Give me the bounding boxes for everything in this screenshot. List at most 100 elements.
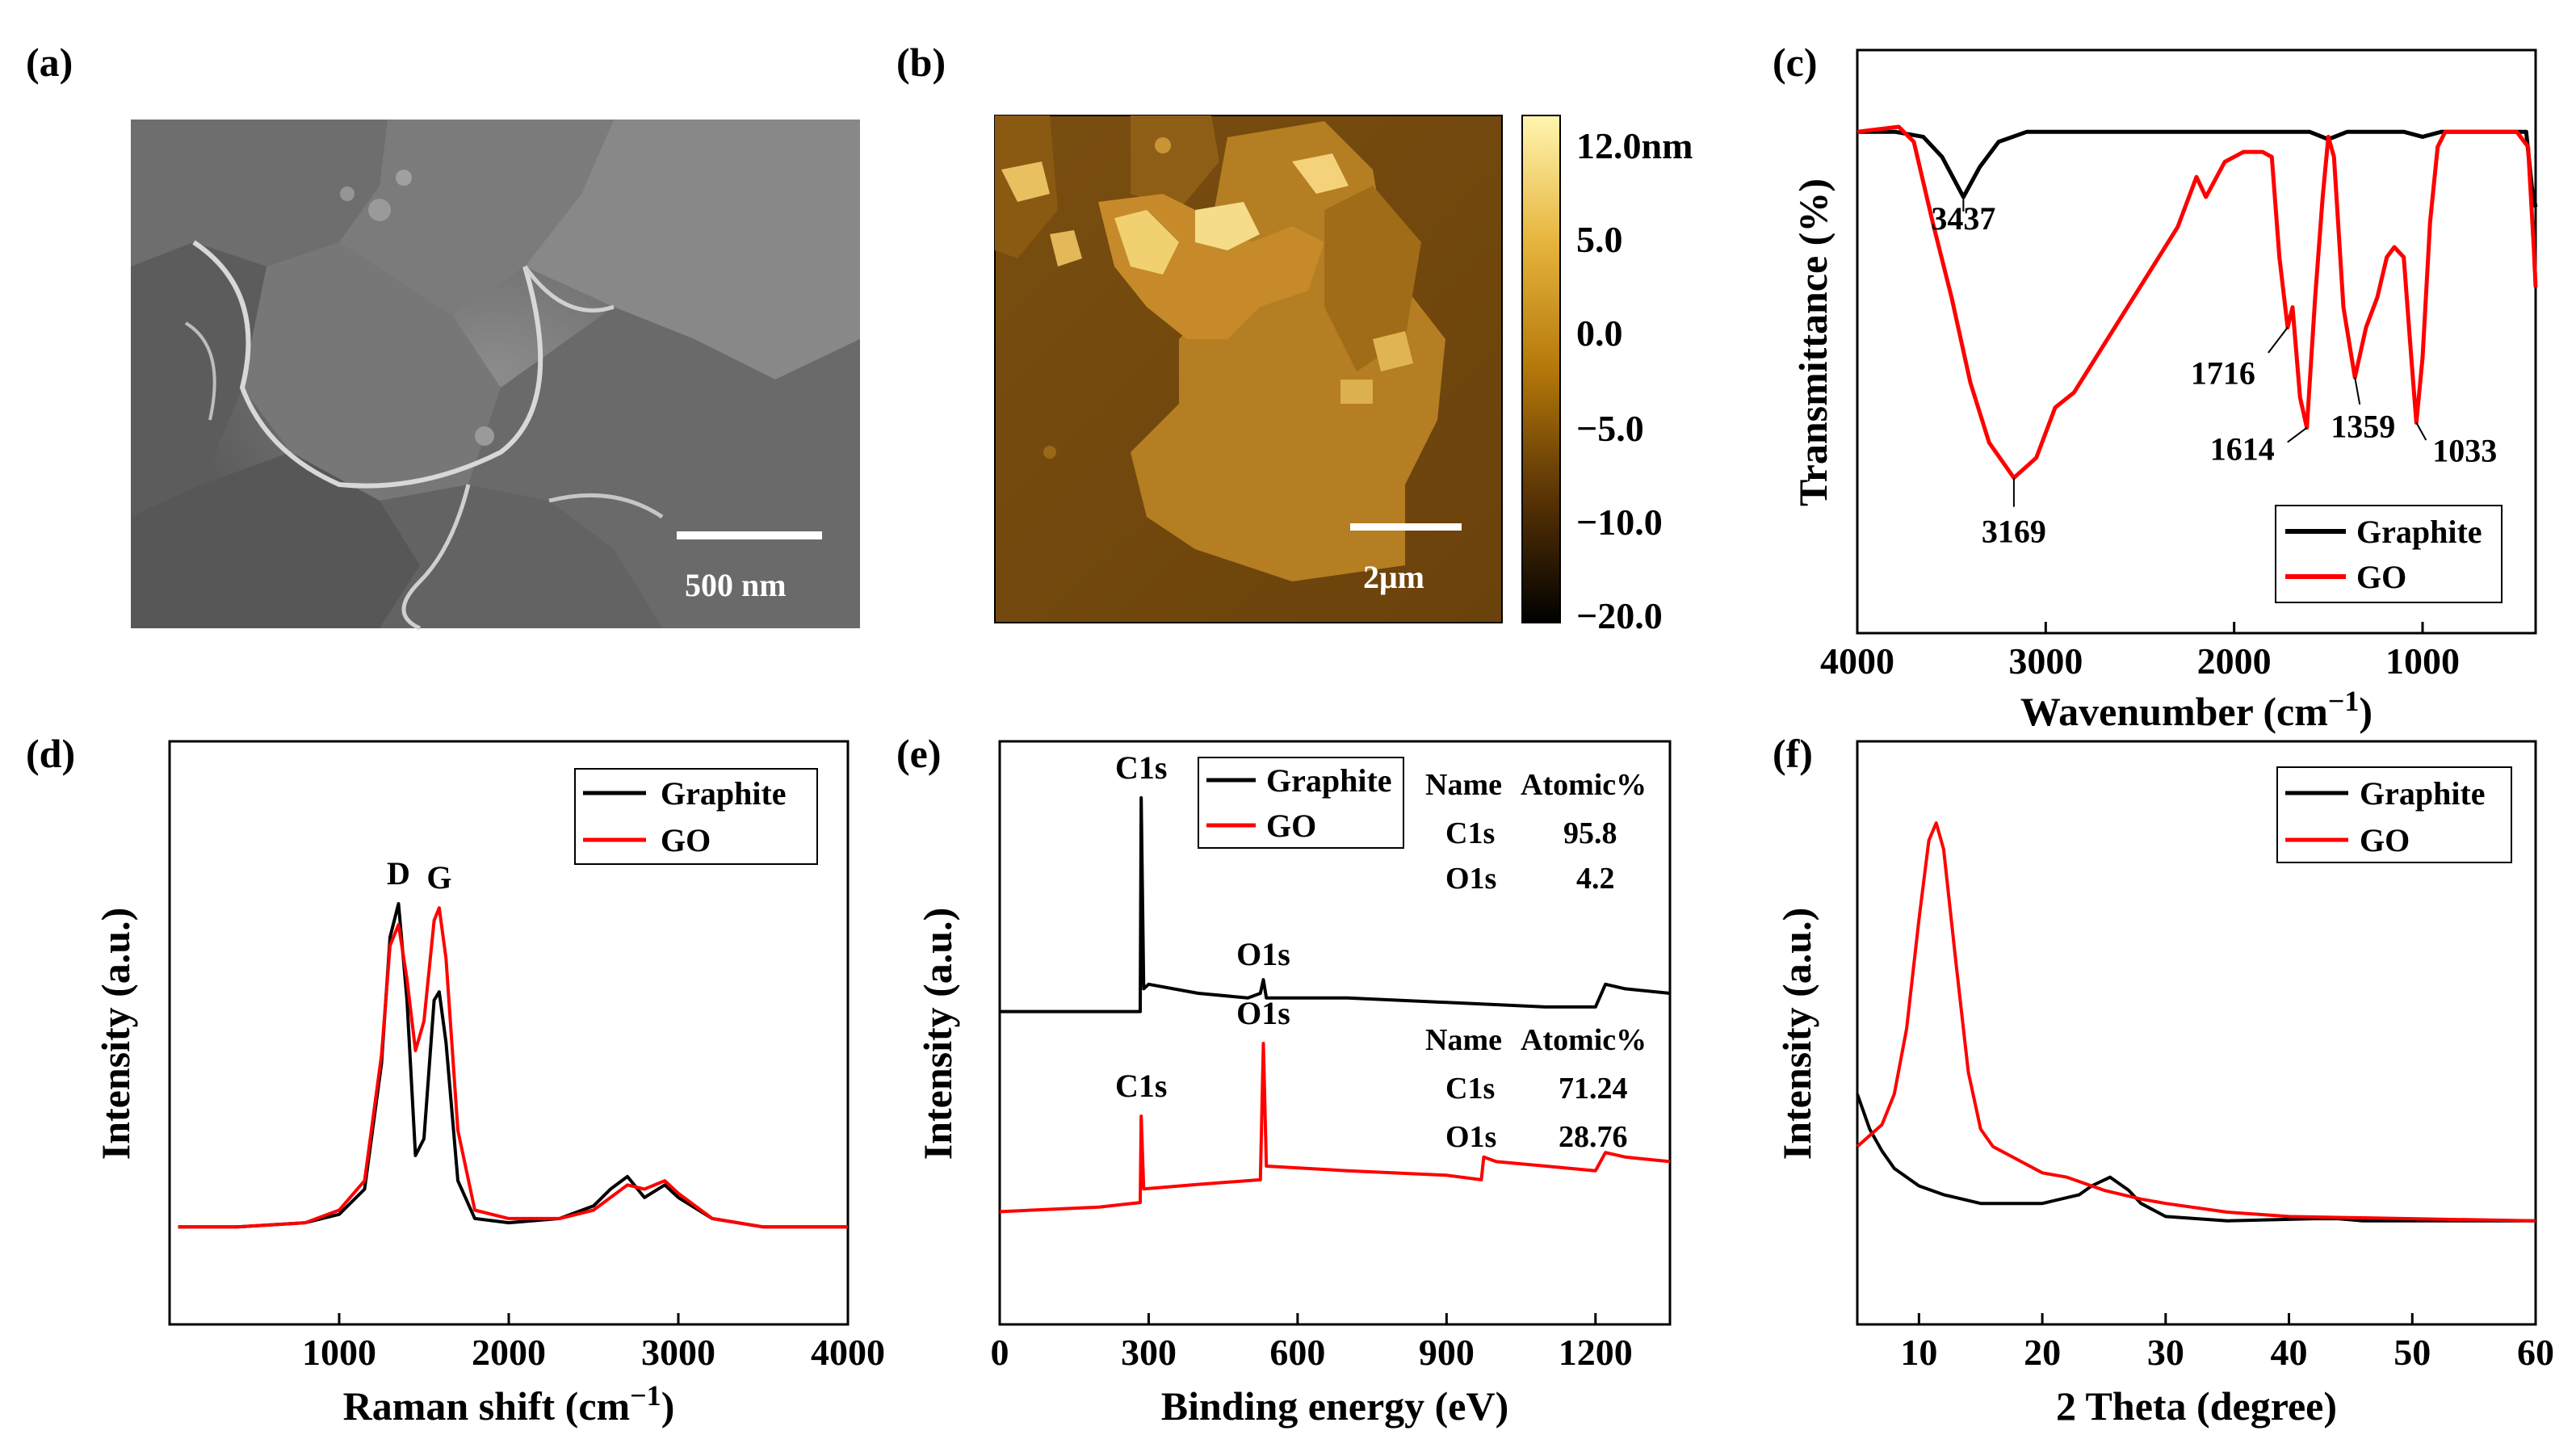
annotation-c-2: 1716 [2191, 355, 2255, 391]
colorbar-tick-12: 12.0nm [1576, 125, 1693, 166]
x-axis-label-d-sup: −1 [630, 1379, 661, 1412]
panel-c: (c) 4000 3000 2000 1000 3437 3169 1716 1614 135… [1773, 40, 2538, 734]
legend-e-graphite: Graphite [1266, 762, 1392, 799]
x-tick-label-d-3000: 3000 [641, 1332, 715, 1373]
legend-c-go: GO [2356, 559, 2406, 595]
x-tick-label-f-20: 20 [2024, 1332, 2061, 1373]
legend-f-go: GO [2360, 822, 2410, 858]
table-go-o1s-name: O1s [1445, 1120, 1496, 1154]
x-tick-label-e-300: 300 [1121, 1332, 1177, 1373]
scale-bar-b [1350, 523, 1462, 531]
series-line-f-graphite [1856, 1093, 2536, 1223]
legend-c: Graphite GO [2275, 505, 2503, 603]
panel-label-d: (d) [26, 731, 75, 776]
table-go-header-atomic: Atomic% [1521, 1023, 1647, 1057]
table-graphite-c1s-value: 95.8 [1563, 816, 1617, 850]
sem-image [131, 120, 860, 631]
annotation-e-0: C1s [1115, 749, 1167, 786]
panel-e: (e) 0 300 600 900 1200 C1s O1s O1s C1s Intensit… [896, 731, 1672, 1429]
annotation-c-4: 1359 [2331, 408, 2395, 444]
series-d [178, 902, 848, 1229]
afm-image [994, 115, 1503, 623]
scale-bar-a [677, 531, 822, 539]
x-axis-label-c-close: ) [2359, 689, 2373, 734]
panel-label-a: (a) [26, 40, 73, 85]
annotation-c-1: 3169 [1982, 514, 2046, 550]
table-go-c1s-name: C1s [1445, 1072, 1495, 1106]
table-go-o1s-value: 28.76 [1559, 1120, 1628, 1154]
annotation-c-3: 1614 [2210, 431, 2275, 468]
x-axis-label-e: Binding energy (eV) [1161, 1383, 1509, 1429]
x-axis-label-c-sup: −1 [2328, 685, 2360, 717]
x-tick-label-f-50: 50 [2393, 1332, 2431, 1373]
x-axis-label-d-close: ) [661, 1383, 675, 1429]
x-tick-label-e-900: 900 [1419, 1332, 1475, 1373]
colorbar-tick-0: 0.0 [1576, 313, 1623, 354]
scale-bar-label-a: 500 nm [685, 567, 787, 603]
x-axis-label-c: Wavenumber (cm−1) [2020, 685, 2373, 734]
table-graphite-header-name: Name [1425, 768, 1502, 802]
atomic-table-graphite: Name Atomic% C1s 95.8 O1s 4.2 [1425, 768, 1647, 896]
panel-a: (a) 500 nm [26, 40, 860, 631]
table-graphite-o1s-value: 4.2 [1576, 862, 1615, 896]
legend-f-graphite: Graphite [2360, 775, 2486, 812]
annotations-e: C1s O1s O1s C1s [1115, 749, 1290, 1104]
legend-e-go: GO [1266, 808, 1316, 844]
x-tick-label-f-10: 10 [1900, 1332, 1937, 1373]
colorbar-tick-minus20: −20.0 [1576, 595, 1663, 636]
annotation-e-2: O1s [1236, 995, 1290, 1031]
x-tick-label-f-30: 30 [2147, 1332, 2184, 1373]
y-axis-label-f: Intensity (a.u.) [1774, 908, 1819, 1160]
annotation-d-1: G [426, 859, 451, 896]
x-ticks-c: 4000 3000 2000 1000 [1820, 622, 2460, 682]
annotation-arrow-c-2 [2268, 326, 2289, 354]
colorbar [1521, 115, 1561, 623]
x-axis-label-d: Raman shift (cm−1) [343, 1379, 675, 1429]
x-tick-label-d-4000: 4000 [811, 1332, 885, 1373]
legend-c-graphite: Graphite [2356, 514, 2482, 550]
panel-label-b: (b) [896, 40, 946, 85]
series-line-c-go [1856, 124, 2538, 481]
x-tick-label-c-4000: 4000 [1820, 640, 1894, 682]
x-tick-label-d-1000: 1000 [302, 1332, 376, 1373]
legend-d: Graphite GO [574, 768, 818, 865]
series-line-d-graphite [178, 902, 848, 1229]
x-tick-label-f-40: 40 [2271, 1332, 2308, 1373]
annotation-arrow-c-5 [2415, 422, 2427, 441]
legend-d-graphite: Graphite [661, 775, 787, 812]
plot-frame-c [1856, 48, 2537, 635]
x-tick-label-e-0: 0 [991, 1332, 1009, 1373]
legend-f: Graphite GO [2276, 766, 2512, 863]
x-tick-label-c-2000: 2000 [2197, 640, 2272, 682]
legend-d-go: GO [661, 822, 711, 858]
scale-bar-label-b: 2μm [1363, 559, 1424, 595]
colorbar-tick-minus5: −5.0 [1576, 408, 1644, 449]
annotation-c-5: 1033 [2432, 432, 2497, 468]
x-tick-label-e-1200: 1200 [1559, 1332, 1633, 1373]
panel-label-c: (c) [1773, 40, 1818, 85]
x-ticks-e: 0 300 600 900 1200 [991, 1313, 1633, 1373]
legend-e: Graphite GO [1198, 757, 1404, 849]
series-line-e-graphite [1000, 795, 1671, 1013]
x-axis-label-c-main: Wavenumber (cm [2020, 689, 2328, 734]
x-tick-label-e-600: 600 [1269, 1332, 1325, 1373]
series-line-f-go [1856, 821, 2536, 1223]
x-axis-label-d-main: Raman shift (cm [343, 1383, 631, 1429]
table-go-header-name: Name [1425, 1023, 1502, 1057]
y-axis-label-c: Transmittance (%) [1790, 178, 1836, 506]
panel-label-e: (e) [896, 731, 942, 776]
table-go-c1s-value: 71.24 [1559, 1072, 1628, 1106]
table-graphite-header-atomic: Atomic% [1521, 768, 1647, 802]
x-tick-label-f-60: 60 [2517, 1332, 2554, 1373]
plot-frame-e [998, 740, 1672, 1326]
table-graphite-o1s-name: O1s [1445, 862, 1496, 896]
annotation-arrow-c-4 [2354, 377, 2361, 405]
series-f [1856, 821, 2536, 1223]
atomic-table-go: Name Atomic% C1s 71.24 O1s 28.76 [1425, 1023, 1647, 1154]
x-ticks-f: 10 20 30 40 50 60 [1900, 1313, 2554, 1373]
plot-frame-f [1856, 740, 2537, 1326]
series-c [1856, 124, 2538, 481]
annotation-arrow-c-3 [2287, 426, 2308, 443]
